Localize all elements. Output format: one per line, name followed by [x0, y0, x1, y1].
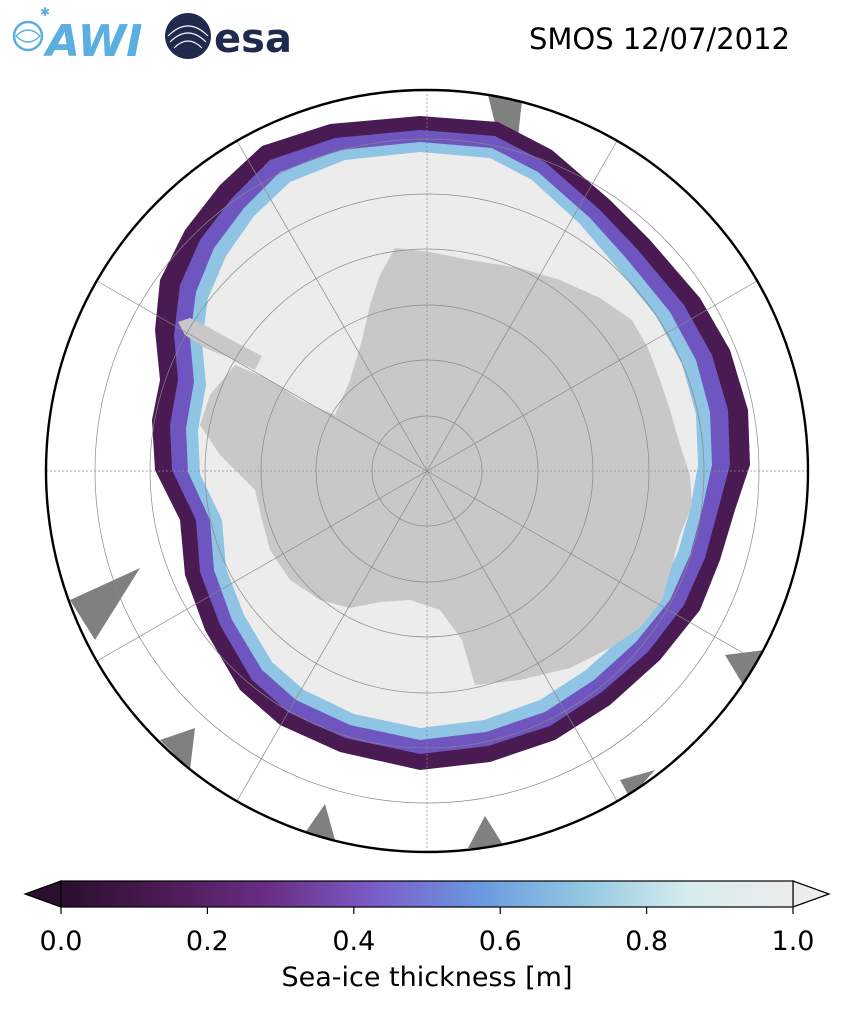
- colorbar-tick-label: 0.0: [40, 926, 83, 957]
- colorbar-label: Sea-ice thickness [m]: [281, 962, 573, 993]
- polar-map: [44, 88, 810, 854]
- graticule: [46, 90, 808, 852]
- antarctica-land: [200, 248, 692, 685]
- esa-logo-text: esa: [214, 16, 292, 62]
- colorbar-under-arrow: [23, 880, 62, 908]
- esa-logo: esa: [165, 13, 292, 62]
- colorbar-gradient: [60, 880, 794, 908]
- colorbar-tick-label: 0.8: [625, 926, 668, 957]
- colorbar-tick-label: 0.2: [186, 926, 229, 957]
- antarctic-peninsula: [178, 318, 262, 370]
- colorbar-tick-label: 0.4: [332, 926, 375, 957]
- awi-logo: ✱ AWI: [12, 6, 143, 66]
- svg-text:✱: ✱: [40, 6, 50, 19]
- colorbar-tick-label: 1.0: [772, 926, 815, 957]
- map-boundary: [44, 88, 810, 854]
- colorbar-tick-label: 0.6: [479, 926, 522, 957]
- map-title: SMOS 12/07/2012: [528, 22, 790, 56]
- colorbar: 0.0 0.2 0.4 0.6 0.8 1.0: [23, 880, 831, 957]
- awi-logo-text: AWI: [43, 16, 143, 66]
- logo-strip: ✱ AWI esa: [12, 6, 292, 66]
- colorbar-over-arrow: [792, 880, 831, 908]
- colorbar-ticks: 0.0 0.2 0.4 0.6 0.8 1.0: [40, 907, 815, 957]
